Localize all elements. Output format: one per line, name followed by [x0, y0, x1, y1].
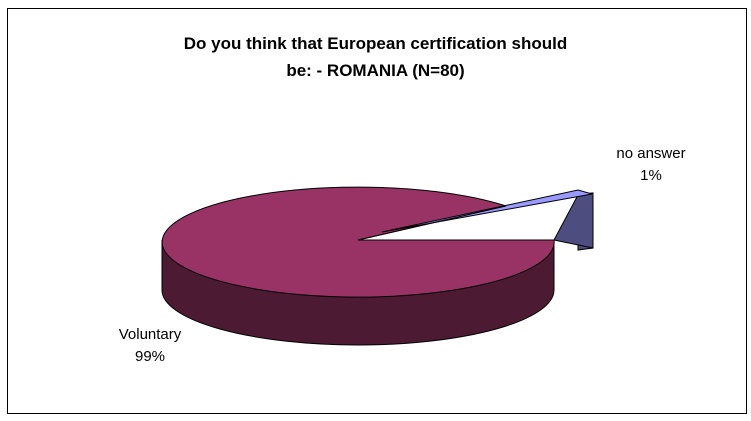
slice-label-voluntary: Voluntary 99%: [90, 324, 210, 368]
slice-label-noanswer-name: no answer: [616, 145, 686, 162]
slice-noanswer-front: [553, 192, 594, 249]
chart-title: Do you think that European certification…: [0, 30, 751, 84]
slice-label-voluntary-value: 99%: [134, 348, 166, 365]
slice-divider: [357, 205, 507, 241]
chart-title-line-2: be: - ROMANIA (N=80): [286, 61, 465, 80]
slice-voluntary-top: [161, 186, 555, 298]
slice-label-noanswer: no answer 1%: [586, 143, 716, 187]
slice-label-noanswer-value: 1%: [640, 167, 662, 184]
slice-noanswer-top: [381, 189, 593, 233]
slice-label-voluntary-name: Voluntary: [118, 326, 182, 343]
chart-title-line-1: Do you think that European certification…: [183, 34, 568, 53]
